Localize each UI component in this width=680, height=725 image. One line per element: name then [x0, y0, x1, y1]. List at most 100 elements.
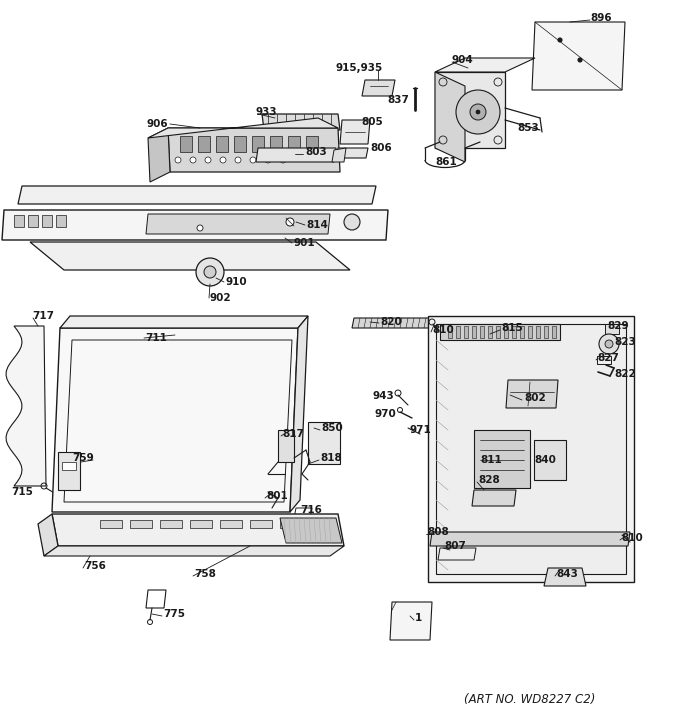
Polygon shape: [290, 316, 308, 512]
Text: 803: 803: [305, 147, 327, 157]
Bar: [198, 136, 210, 152]
Bar: [472, 326, 476, 338]
Text: 802: 802: [524, 393, 546, 403]
Bar: [234, 136, 246, 152]
Text: 901: 901: [293, 238, 315, 248]
Bar: [552, 326, 556, 338]
Bar: [480, 326, 484, 338]
Bar: [288, 136, 300, 152]
Text: 818: 818: [320, 453, 342, 463]
Polygon shape: [168, 128, 340, 172]
Circle shape: [456, 90, 500, 134]
Text: 906: 906: [146, 119, 168, 129]
Text: 814: 814: [306, 220, 328, 230]
Circle shape: [470, 104, 486, 120]
Circle shape: [578, 58, 582, 62]
Bar: [130, 520, 152, 528]
Text: 805: 805: [361, 117, 383, 127]
Polygon shape: [474, 430, 530, 488]
Polygon shape: [148, 118, 338, 138]
Text: 915,935: 915,935: [336, 63, 383, 73]
Text: 933: 933: [255, 107, 277, 117]
Polygon shape: [38, 514, 58, 556]
Circle shape: [476, 110, 480, 114]
Text: 943: 943: [372, 391, 394, 401]
Bar: [252, 136, 264, 152]
Text: 837: 837: [387, 95, 409, 105]
Polygon shape: [262, 114, 340, 130]
Polygon shape: [390, 602, 432, 640]
Polygon shape: [532, 22, 625, 90]
Circle shape: [265, 157, 271, 163]
Text: 1: 1: [415, 613, 422, 623]
Bar: [42, 215, 52, 227]
Text: (ART NO. WD8227 C2): (ART NO. WD8227 C2): [464, 694, 596, 706]
Circle shape: [344, 214, 360, 230]
Polygon shape: [430, 532, 630, 546]
Bar: [496, 326, 500, 338]
Text: 711: 711: [145, 333, 167, 343]
Circle shape: [205, 157, 211, 163]
Text: 716: 716: [300, 505, 322, 515]
Polygon shape: [435, 72, 505, 148]
Text: 759: 759: [72, 453, 94, 463]
Circle shape: [197, 225, 203, 231]
Polygon shape: [336, 148, 368, 158]
Polygon shape: [146, 214, 330, 234]
Text: 756: 756: [84, 561, 106, 571]
Text: 970: 970: [374, 409, 396, 419]
Text: 840: 840: [534, 455, 556, 465]
Polygon shape: [436, 324, 626, 574]
Text: 811: 811: [480, 455, 502, 465]
Bar: [464, 326, 468, 338]
Text: 829: 829: [607, 321, 628, 331]
Bar: [544, 326, 548, 338]
Circle shape: [190, 157, 196, 163]
Polygon shape: [534, 440, 566, 480]
Circle shape: [599, 334, 619, 354]
Polygon shape: [256, 148, 336, 162]
Polygon shape: [506, 380, 558, 408]
Circle shape: [235, 157, 241, 163]
Bar: [270, 136, 282, 152]
Text: 758: 758: [194, 569, 216, 579]
Bar: [14, 215, 24, 227]
Text: 817: 817: [282, 429, 304, 439]
Polygon shape: [440, 324, 560, 340]
Bar: [220, 520, 242, 528]
Text: 861: 861: [435, 157, 457, 167]
Polygon shape: [148, 128, 170, 182]
Text: 807: 807: [444, 541, 466, 551]
Bar: [605, 324, 619, 334]
Text: 775: 775: [163, 609, 185, 619]
Bar: [56, 215, 66, 227]
Circle shape: [220, 157, 226, 163]
Text: 715: 715: [11, 487, 33, 497]
Text: 971: 971: [410, 425, 432, 435]
Bar: [520, 326, 524, 338]
Polygon shape: [472, 490, 516, 506]
Circle shape: [558, 38, 562, 42]
Text: 808: 808: [427, 527, 449, 537]
Polygon shape: [362, 80, 395, 96]
Circle shape: [605, 340, 613, 348]
Text: 843: 843: [556, 569, 578, 579]
Bar: [100, 520, 122, 528]
Bar: [306, 136, 318, 152]
Circle shape: [286, 218, 294, 226]
Text: 910: 910: [225, 277, 247, 287]
Bar: [536, 326, 540, 338]
Circle shape: [196, 258, 224, 286]
Polygon shape: [332, 148, 346, 162]
Bar: [456, 326, 460, 338]
Bar: [448, 326, 452, 338]
Bar: [180, 136, 192, 152]
Polygon shape: [18, 186, 376, 204]
Bar: [597, 356, 611, 364]
Circle shape: [175, 157, 181, 163]
Polygon shape: [58, 452, 80, 490]
Text: 822: 822: [614, 369, 636, 379]
Text: 815: 815: [501, 323, 523, 333]
Polygon shape: [6, 326, 46, 486]
Text: 896: 896: [590, 13, 611, 23]
